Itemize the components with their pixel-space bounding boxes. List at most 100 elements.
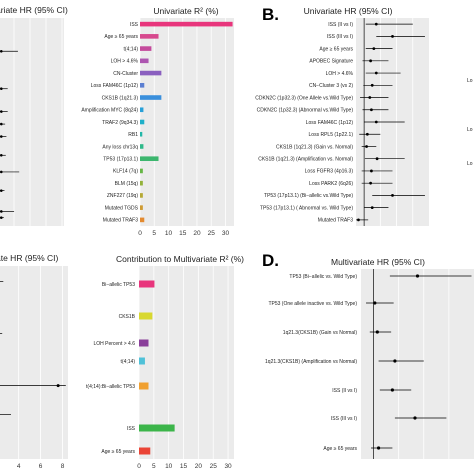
panel-c-left-tick-label-2: 8 <box>61 463 65 470</box>
panel-b-point-13 <box>369 181 372 185</box>
panel-a-r2-category-label-10: Any loss chr13q <box>102 144 138 150</box>
panel-a-r2-tick-label-6: 30 <box>222 230 230 237</box>
panel-d-point-2 <box>375 330 379 334</box>
panel-a-r2-bg <box>140 18 234 226</box>
panel-b-point-10 <box>365 145 368 148</box>
panel-a-r2-tick-label-3: 15 <box>179 230 187 237</box>
panel-c-contribution-tick-label-5: 25 <box>210 463 218 470</box>
panel-b-category-label-7: CDKN2C (1p32.3) (Abnormal vs.Wild Type) <box>257 108 354 114</box>
panel-a-left-point-8 <box>0 210 3 213</box>
panel-c-contribution-category-label-2: LOH Percent > 4.6 <box>93 341 135 347</box>
panel-a-r2-bar-9 <box>140 131 143 137</box>
panel-b-category-label-1: ISS (III vs I) <box>327 34 353 40</box>
panel-b-category-label-2: Age ≥ 65 years <box>319 46 353 52</box>
panel-a-r2-category-label-8: TRAF2 (9q34.3) <box>102 120 138 126</box>
panel-c-contribution-marks: Bi−allelic TP53 CKS1B LOH Percent > 4.6 t(4… <box>86 266 232 470</box>
panel-c-contribution-bar-1 <box>139 312 153 320</box>
panel-a-left-point-4 <box>0 135 3 138</box>
panel-b-letter: B. <box>262 5 279 24</box>
panel-b-category-label-13: Loss PARK2 (6q26) <box>309 181 353 187</box>
panel-a-r2-bar-7 <box>140 107 144 113</box>
panel-a-r2-bar-5 <box>140 82 145 88</box>
panel-b-category-label-5: CN−Cluster 3 (vs 2) <box>309 83 353 89</box>
panel-a-r2-bar-16 <box>140 217 145 223</box>
panel-a-r2-bar-6 <box>140 95 162 100</box>
panel-a-r2-title: Univariate R² (%) <box>153 6 218 16</box>
panel-d-category-label-3: 1q21.3(CKS1B) (Amplification vs Normal) <box>265 359 357 365</box>
panel-c-contribution-category-label-3: t(4;14) <box>121 359 136 365</box>
panel-c-contribution-tick-label-1: 5 <box>152 463 156 470</box>
panel-b-point-9 <box>365 132 369 136</box>
panel-b-point-14 <box>391 194 394 197</box>
panel-a-r2-bar-12 <box>140 168 143 174</box>
panel-b-right-label-2: Lo <box>467 161 473 167</box>
panel-a-left-point-2 <box>0 110 3 113</box>
panel-b-category-label-11: CKS1B (1q21.3) (Amplification vs. Normal… <box>258 157 353 163</box>
panel-a-r2-bar-0 <box>140 21 233 27</box>
panel-a-r2-category-label-4: CN-Cluster <box>113 71 138 77</box>
panel-c-contribution-tick-label-3: 15 <box>180 463 188 470</box>
panel-b-category-label-10: CKS1B (1q21.3) (Gain vs. Normal) <box>276 144 353 150</box>
panel-a-r2-bar-3 <box>140 58 149 64</box>
panel-d-category-label-6: Age ≥ 65 years <box>323 446 357 452</box>
panel-a-r2-category-label-2: t(4;14) <box>124 46 139 52</box>
panel-d-category-label-1: TP53 (One allele inactive vs. Wild Type) <box>268 301 357 307</box>
panel-c-contribution-bar-5 <box>139 424 175 432</box>
panel-c-contribution-category-label-5: ISS <box>127 426 136 432</box>
panel-b-point-5 <box>370 83 374 87</box>
panel-b-category-label-15: TP53 (17p13.1) ( Abnormal vs. Wild Type) <box>260 205 353 211</box>
panel-d-category-label-2: 1q21.3(CKS1B) (Gain vs Normal) <box>283 330 358 336</box>
panel-d-category-label-4: ISS (II vs I) <box>332 388 357 394</box>
panel-c-contribution-tick-label-6: 30 <box>224 463 232 470</box>
panel-b-point-4 <box>374 71 378 75</box>
panel-c-left-tick-label-1: 6 <box>39 463 43 470</box>
panel-b-point-12 <box>370 169 373 173</box>
panel-a-r2-category-label-3: LOH > 4.6% <box>111 59 139 65</box>
panel-d-title: Multivariate HR (95% CI) <box>331 257 425 267</box>
panel-b-category-label-3: APOBEC Signature <box>309 59 353 65</box>
panel-a-r2-category-label-13: BLM (15q) <box>115 181 139 187</box>
panel-b-point-1 <box>391 34 394 38</box>
panel-b-point-15 <box>370 206 374 210</box>
panel-b-point-7 <box>370 108 373 112</box>
panel-b-category-label-16: Mutated TRAF3 <box>318 218 353 224</box>
panel-a-r2-bar-11 <box>140 156 159 162</box>
panel-c-contribution-category-label-1: CKS1B <box>119 314 136 320</box>
panel-a-r2-tick-label-2: 10 <box>165 230 173 237</box>
panel-d-point-6 <box>376 446 381 450</box>
panel-a-left-point-3 <box>0 122 3 126</box>
panel-a-left-point-0 <box>0 49 3 53</box>
panel-a-left: ariate HR (95% CI) <box>0 5 68 226</box>
panel-d-letter: D. <box>262 251 279 270</box>
panel-b-point-2 <box>372 47 376 50</box>
panel-c-contribution: Contribution to Multivariate R² (%) Bi−a… <box>86 254 244 470</box>
panel-c-left-title: ate HR (95% CI) <box>0 253 59 263</box>
panel-a-left-point-1 <box>0 87 3 91</box>
panel-a-r2-bar-14 <box>140 193 143 198</box>
panel-a-r2-bar-10 <box>140 144 144 149</box>
panel-a-r2-category-label-16: Mutated TRAF3 <box>103 218 138 224</box>
panel-a-r2-bar-13 <box>140 180 143 186</box>
panel-a-r2-bar-2 <box>140 46 152 51</box>
panel-a-left-point-5 <box>0 153 3 157</box>
panel-b-category-label-8: Loss FAM46C (1p12) <box>306 120 354 126</box>
panel-a-r2-category-label-0: ISS <box>130 22 139 28</box>
panel-c-contribution-bar-6 <box>139 447 151 455</box>
panel-a-r2-tick-label-1: 5 <box>152 230 156 237</box>
panel-a-r2-category-label-5: Loss FAM46C (1p12) <box>91 83 139 89</box>
panel-a-left-point-6 <box>0 170 3 174</box>
panel-c-contribution-bar-2 <box>139 339 149 347</box>
panel-a-r2-bar-4 <box>140 70 162 76</box>
panel-a-left-marks <box>0 18 63 226</box>
panel-d-point-1 <box>373 301 377 305</box>
panel-c-contribution-bar-0 <box>139 280 155 288</box>
panel-c-contribution-bar-3 <box>139 357 145 365</box>
panel-a-left-point-9 <box>0 216 3 219</box>
panel-c-contribution-title: Contribution to Multivariate R² (%) <box>116 254 244 264</box>
panel-b-point-3 <box>369 59 372 63</box>
panel-b: B. Univariate HR (95% CI) ISS (II vs I)I… <box>255 5 473 226</box>
panel-a-r2-tick-label-5: 25 <box>208 230 216 237</box>
panel-d-point-5 <box>413 416 417 420</box>
panel-d-point-3 <box>393 359 397 363</box>
